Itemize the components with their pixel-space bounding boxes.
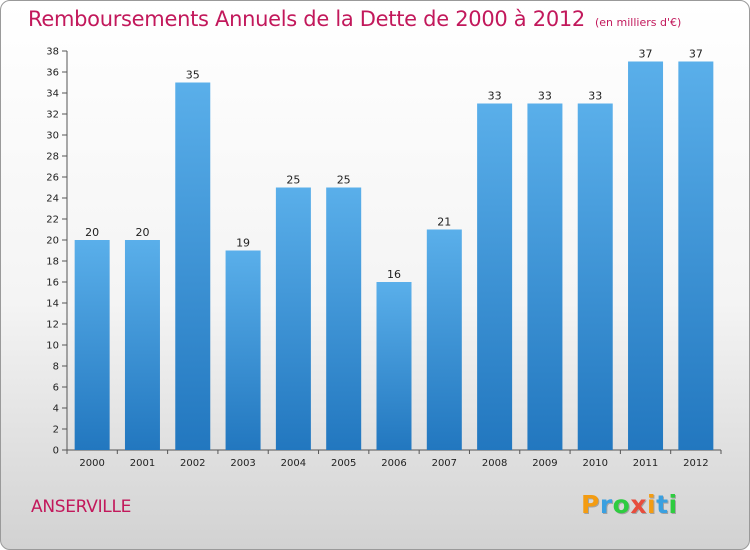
bar-2006 [376,282,412,450]
bar-value-label: 16 [387,268,401,281]
x-tick-label: 2012 [683,458,708,469]
y-tick-label: 0 [53,446,59,457]
bar-2007 [426,229,462,450]
logo-letter: P [581,490,600,519]
y-tick-label: 38 [46,47,59,58]
logo-letter: i [647,490,657,519]
y-tick-label: 32 [46,110,59,121]
y-tick-label: 8 [53,362,59,373]
bar-value-label: 20 [135,226,149,239]
bar-value-label: 33 [488,90,502,103]
y-tick-label: 14 [46,299,59,310]
x-tick-label: 2010 [583,458,608,469]
bar-value-label: 25 [286,174,300,187]
x-tick-label: 2004 [281,458,306,469]
bar-value-label: 25 [337,174,351,187]
bar-2001 [124,240,160,450]
logo-letter: x [630,490,647,519]
bar-2004 [275,187,311,450]
bar-2008 [477,103,513,450]
y-tick-label: 10 [46,341,59,352]
unit-note: (en milliers d'€) [595,16,682,29]
logo-letter: t [656,490,669,519]
bar-value-label: 37 [689,48,703,61]
y-tick-label: 30 [46,131,59,142]
bar-2003 [225,250,261,450]
bar-value-label: 33 [588,90,602,103]
bar-2009 [527,103,563,450]
y-tick-label: 12 [46,320,59,331]
x-tick-label: 2001 [130,458,155,469]
bar-value-label: 21 [437,216,451,229]
y-tick-label: 36 [46,68,59,79]
y-tick-label: 28 [46,152,59,163]
bar-value-label: 35 [186,69,200,82]
proxiti-logo[interactable]: Proxiti [581,490,678,519]
bar-2000 [74,240,110,450]
y-tick-label: 34 [46,89,59,100]
chart-title: Remboursements Annuels de la Dette de 20… [28,7,681,31]
y-tick-label: 26 [46,173,59,184]
y-tick-label: 4 [53,404,59,415]
chart-title-text: Remboursements Annuels de la Dette de 20… [28,7,585,31]
x-tick-label: 2006 [381,458,406,469]
x-tick-label: 2002 [180,458,205,469]
x-tick-label: 2003 [230,458,255,469]
y-tick-label: 20 [46,236,59,247]
y-tick-label: 6 [53,383,59,394]
bar-value-label: 19 [236,237,250,250]
y-tick-label: 22 [46,215,59,226]
bar-2005 [326,187,362,450]
y-tick-label: 2 [53,425,59,436]
x-tick-label: 2007 [432,458,457,469]
y-tick-label: 24 [46,194,59,205]
logo-letter: r [599,490,613,519]
x-tick-label: 2008 [482,458,507,469]
bar-2011 [628,61,664,450]
x-tick-label: 2005 [331,458,356,469]
x-tick-label: 2009 [532,458,557,469]
logo-letter: o [612,490,631,519]
bar-2010 [577,103,613,450]
chart-bars: 20 20 35 19 25 25 16 21 33 33 33 37 37 [74,48,714,450]
x-tick-label: 2011 [633,458,658,469]
x-tick-label: 2000 [79,458,104,469]
town-name: ANSERVILLE [31,497,132,517]
bar-value-label: 33 [538,90,552,103]
y-tick-label: 18 [46,257,59,268]
logo-letter: i [668,490,678,519]
bar-2002 [175,82,211,450]
y-tick-label: 16 [46,278,59,289]
bar-value-label: 20 [85,226,99,239]
bar-value-label: 37 [639,48,653,61]
bar-2012 [678,61,714,450]
